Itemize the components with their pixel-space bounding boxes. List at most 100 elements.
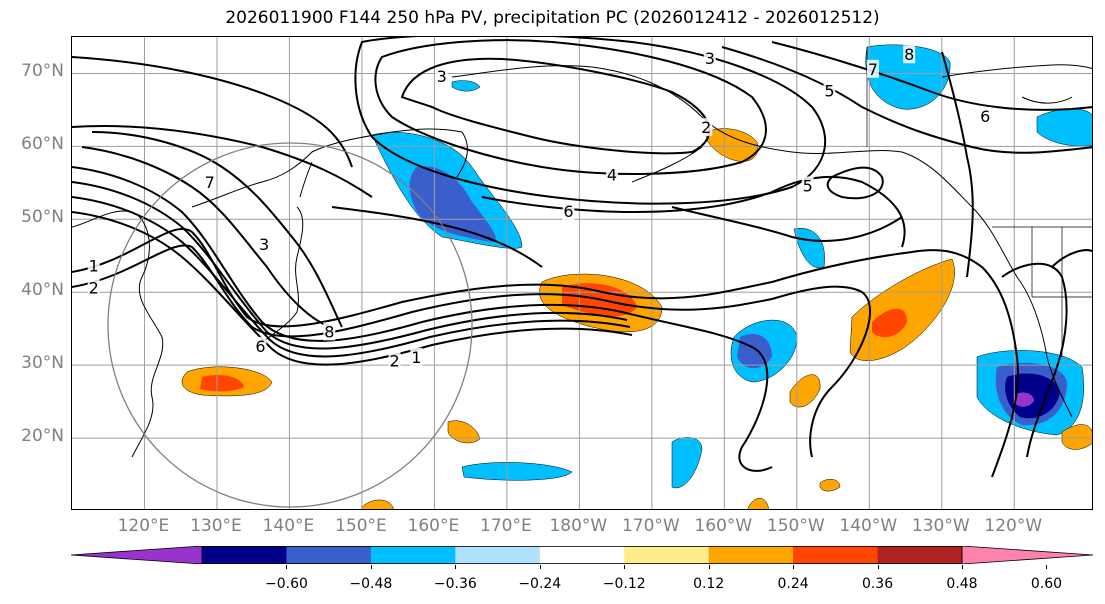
pv-contour-3 — [72, 166, 773, 472]
coastline-sakhalin — [299, 161, 313, 198]
colorbar-tick-label: 0.48 — [946, 576, 978, 592]
precip-blob — [819, 479, 841, 492]
precip-blob — [671, 437, 703, 489]
lat-label: 30°N — [21, 353, 64, 374]
pv-contour-9 — [72, 56, 353, 168]
colorbar-tick-mark — [708, 565, 710, 569]
colorbar-extend-high — [961, 546, 1093, 564]
colorbar-tick-mark — [624, 565, 626, 569]
colorbar-tick-label: −0.36 — [433, 576, 477, 592]
contour-label-bg — [823, 81, 836, 100]
contour-label-bg — [388, 351, 401, 370]
precip-blob — [747, 498, 769, 509]
colorbar-tick-mark — [286, 565, 288, 569]
pv-contour-5 — [72, 196, 631, 358]
contour-label: 8 — [904, 45, 914, 64]
contour-label-bg — [87, 256, 100, 275]
precip-blob — [872, 308, 907, 338]
coastline-kamchatka — [456, 131, 468, 178]
contour-label-bg — [700, 118, 713, 137]
pv-contour-20 — [1001, 262, 1068, 458]
pv-contour-6 — [72, 211, 633, 366]
contour-label: 3 — [437, 67, 447, 86]
colorbar-tick-label: −0.60 — [264, 576, 308, 592]
contour-label-bg — [562, 202, 575, 221]
pv-contour-7 — [81, 146, 333, 328]
colorbar-tick-mark — [962, 565, 963, 569]
contour-label: 5 — [803, 176, 813, 195]
contour-label: 4 — [607, 166, 617, 185]
contour-label-bg — [410, 347, 423, 366]
colorbar-segment — [455, 546, 541, 564]
lon-label: 120°E — [117, 516, 170, 536]
contour-label: 6 — [980, 107, 990, 126]
contour-label-bg — [258, 234, 271, 253]
precip-blob — [706, 128, 759, 162]
colorbar-extend-low — [71, 546, 203, 564]
colorbar-tick-label: 0.24 — [777, 576, 809, 592]
colorbar-tick-mark — [1046, 565, 1048, 569]
contour-label-bg — [323, 322, 336, 341]
pv-contour-12 — [374, 39, 767, 175]
colorbar-tick-label: 0.36 — [861, 576, 894, 592]
lon-label: 180°W — [549, 516, 608, 536]
precip-blob — [461, 462, 573, 481]
contour-label-bg — [203, 172, 216, 191]
coastline-alaska-peninsula — [631, 146, 703, 183]
contour-label-bg — [866, 59, 879, 78]
pv-contour-17 — [771, 41, 1092, 111]
pv-contour-13 — [354, 37, 826, 205]
colorbar-tick-label: −0.12 — [602, 576, 646, 592]
contour-label-bg — [703, 48, 716, 67]
coastline-canada — [941, 64, 1092, 78]
precip-blob — [451, 80, 481, 92]
colorbar-segment — [624, 546, 710, 564]
contour-label-bg — [87, 278, 100, 297]
contour-label: 3 — [259, 235, 269, 254]
lat-lon-grid — [72, 37, 1092, 509]
colorbar-segment — [793, 546, 879, 564]
pv-contour-10 — [72, 125, 373, 198]
pv-contour-1 — [72, 227, 1019, 478]
coastline-hudson — [1021, 96, 1073, 104]
contour-label: 5 — [824, 82, 834, 101]
contour-label-bg — [254, 336, 267, 355]
lon-label: 120°W — [984, 516, 1043, 536]
contour-label-bg — [801, 176, 814, 195]
coastlines — [72, 64, 1092, 458]
contour-label: 6 — [255, 337, 265, 356]
coastline-alaska — [451, 65, 1073, 418]
colorbar-tick-label: −0.24 — [518, 576, 562, 592]
contour-label: 6 — [563, 202, 573, 221]
colorbar-tick-mark — [539, 565, 541, 569]
contour-label-bg — [979, 107, 992, 126]
lat-label: 60°N — [21, 134, 64, 155]
lon-label: 140°E — [262, 516, 315, 536]
colorbar-segment — [286, 546, 372, 564]
contour-label: 7 — [868, 60, 878, 79]
lon-label: 160°E — [407, 516, 460, 536]
pv-contour-14 — [481, 175, 906, 248]
contour-label: 1 — [411, 348, 421, 367]
precip-blob — [1014, 392, 1034, 407]
lat-label: 40°N — [21, 280, 64, 301]
lon-label: 170°W — [621, 516, 680, 536]
colorbar-tick-label: −0.48 — [349, 576, 393, 592]
pv-contour-11 — [400, 57, 711, 155]
lon-label: 130°E — [190, 516, 242, 536]
contour-label: 2 — [701, 118, 711, 137]
lon-label: 130°W — [911, 516, 970, 536]
colorbar-segment — [877, 546, 963, 564]
colorbar-tick-mark — [793, 565, 795, 569]
pv-contours — [72, 37, 1092, 478]
precip-blob — [1005, 373, 1060, 419]
contour-label: 7 — [205, 173, 215, 192]
chart-title: 2026011900 F144 250 hPa PV, precipitatio… — [225, 8, 880, 28]
lat-label: 50°N — [21, 207, 64, 228]
colorbar-segment — [370, 546, 456, 564]
lon-label: 170°E — [480, 516, 532, 536]
border-us-states — [1031, 227, 1092, 357]
precip-blob — [361, 499, 394, 509]
coastline-japan — [256, 206, 304, 348]
